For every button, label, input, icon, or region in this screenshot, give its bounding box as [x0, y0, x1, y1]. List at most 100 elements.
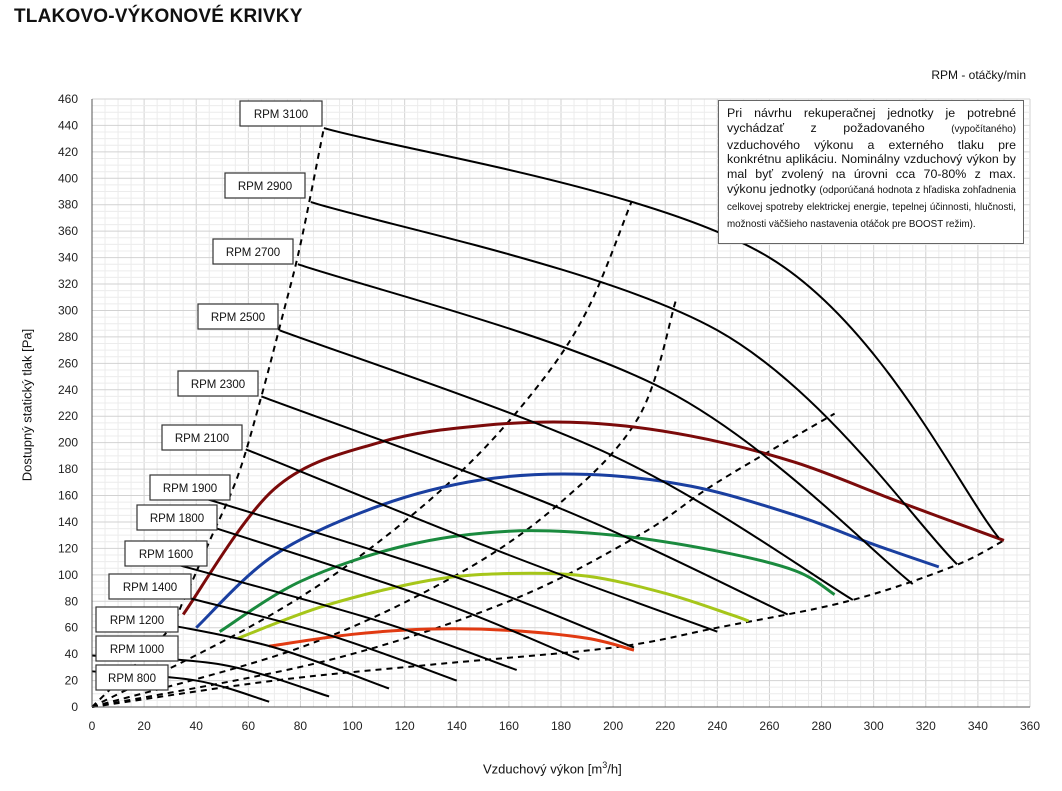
performance-curve-yellow-green	[237, 571, 750, 640]
x-tick-label: 40	[190, 719, 204, 733]
x-tick-label: 120	[395, 719, 415, 733]
x-tick-label: 80	[294, 719, 308, 733]
performance-curves	[181, 420, 1005, 652]
note-text-2: (vypočítaného)	[951, 123, 1016, 135]
rpm-label-box	[124, 540, 208, 567]
rpm-label-box	[95, 635, 179, 662]
y-tick-label: 420	[58, 145, 78, 159]
rpm-label-text: RPM 800	[108, 673, 156, 685]
system-curve-line-2	[91, 201, 633, 708]
x-tick-label: 320	[916, 719, 936, 733]
x-tick-label: 200	[603, 719, 623, 733]
rpm-curve-2700	[297, 263, 914, 585]
rpm-curve-1600	[180, 564, 518, 671]
performance-curve-red-dark	[181, 420, 1005, 616]
rpm-curve-3100	[323, 127, 1000, 539]
rpm-label-box	[108, 573, 192, 600]
note-text-1: Pri návrhu rekuperačnej jednotky je potr…	[727, 106, 1016, 135]
rpm-label-box	[149, 474, 231, 501]
info-note: Pri návrhu rekuperačnej jednotky je potr…	[718, 100, 1024, 244]
x-tick-label: 160	[499, 719, 519, 733]
x-tick-label: 220	[655, 719, 675, 733]
rpm-label-box	[212, 238, 294, 265]
rpm-label-box	[239, 100, 323, 127]
x-axis-label-main: Vzduchový výkon [m	[483, 761, 603, 777]
note-text-3: vzduchového výkonu a externého tlaku pre…	[727, 137, 1016, 196]
rpm-label-box	[136, 504, 218, 531]
y-tick-label: 120	[58, 541, 78, 555]
rpm-label-box	[95, 606, 179, 633]
rpm-label-800: RPM 800	[95, 664, 169, 691]
rpm-label-text: RPM 1800	[150, 513, 204, 525]
rpm-label-box	[177, 370, 259, 397]
x-tick-label: 340	[968, 719, 988, 733]
rpm-label-box	[224, 172, 306, 199]
y-tick-label: 0	[71, 700, 78, 714]
note-text-4: (odporúčaná hodnota z hľadiska zohľadnen…	[727, 184, 1016, 230]
page-title: TLAKOVO-VÝKONOVÉ KRIVKY	[14, 6, 303, 27]
rpm-label-text: RPM 2300	[191, 379, 245, 391]
rpm-curve-1400	[175, 593, 458, 682]
axes	[91, 99, 1030, 708]
rpm-curve-1800	[195, 521, 580, 661]
performance-curve-green	[218, 529, 836, 633]
rpm-label-text: RPM 1000	[110, 644, 164, 656]
rpm-curve-2500	[279, 329, 854, 601]
rpm-label-box	[161, 424, 243, 451]
x-tick-label: 300	[864, 719, 884, 733]
rpm-label-text: RPM 1600	[139, 549, 193, 561]
y-tick-label: 360	[58, 224, 78, 238]
x-tick-label: 260	[759, 719, 779, 733]
x-tick-label: 360	[1020, 719, 1040, 733]
rpm-curve-2300	[261, 395, 789, 616]
y-tick-label: 200	[58, 436, 78, 450]
system-curve-line-4	[91, 412, 836, 708]
y-tick-label: 380	[58, 198, 78, 212]
y-tick-label: 60	[65, 621, 79, 635]
y-tick-label: 240	[58, 383, 78, 397]
system-curve-line-3	[91, 300, 677, 708]
y-tick-label: 160	[58, 489, 78, 503]
rpm-label-2300: RPM 2300	[177, 370, 259, 397]
x-axis-label: Vzduchový výkon [m3/h]	[483, 760, 622, 776]
rpm-label-1800: RPM 1800	[136, 504, 218, 531]
y-tick-label: 220	[58, 409, 78, 423]
rpm-curve-1900	[203, 497, 635, 649]
x-axis-label-sup: 3	[602, 760, 608, 770]
y-tick-label: 260	[58, 356, 78, 370]
rpm-label-1000: RPM 1000	[95, 635, 179, 662]
rpm-label-text: RPM 1900	[163, 483, 217, 495]
y-tick-label: 40	[65, 647, 79, 661]
rpm-label-box	[197, 303, 279, 330]
x-tick-label: 280	[812, 719, 832, 733]
rpm-label-2100: RPM 2100	[161, 424, 243, 451]
rpm-label-text: RPM 1200	[110, 615, 164, 627]
tick-labels: 0 20 40 60 80 100 120 140 160 180 200 220 240 260 280 3…	[58, 92, 1040, 733]
y-tick-label: 400	[58, 171, 78, 185]
y-tick-label: 20	[65, 674, 79, 688]
rpm-label-text: RPM 1400	[123, 582, 177, 594]
rpm-label-text: RPM 3100	[254, 109, 308, 121]
y-tick-label: 340	[58, 251, 78, 265]
y-tick-label: 300	[58, 303, 78, 317]
y-tick-label: 280	[58, 330, 78, 344]
rpm-labels: RPM 800 RPM 1000 RPM 1200 RPM 1400 RPM 1600 R…	[95, 100, 323, 691]
rpm-unit-label: RPM - otáčky/min	[931, 68, 1026, 82]
x-tick-label: 0	[89, 719, 96, 733]
x-tick-label: 20	[137, 719, 151, 733]
x-tick-label: 100	[343, 719, 363, 733]
rpm-curve-2900	[310, 201, 958, 565]
y-tick-label: 180	[58, 462, 78, 476]
rpm-label-2900: RPM 2900	[224, 172, 306, 199]
rpm-curve-2100	[245, 448, 718, 633]
x-axis-label-end: /h]	[607, 761, 622, 777]
y-tick-label: 320	[58, 277, 78, 291]
rpm-label-3100: RPM 3100	[239, 100, 323, 127]
y-tick-label: 100	[58, 568, 78, 582]
rpm-label-1600: RPM 1600	[124, 540, 208, 567]
rpm-label-1200: RPM 1200	[95, 606, 179, 633]
rpm-label-2500: RPM 2500	[197, 303, 279, 330]
performance-curve-blue	[195, 472, 940, 629]
rpm-label-text: RPM 2500	[211, 312, 265, 324]
